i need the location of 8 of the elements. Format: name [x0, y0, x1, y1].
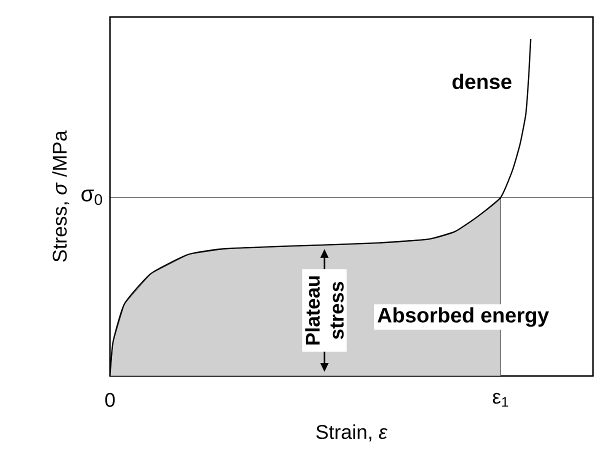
y-axis-title: Stress, σ /MPa [52, 130, 70, 262]
x-axis-title: Strain, ε [316, 424, 388, 442]
x-tick-label: 0 [105, 392, 115, 407]
annotation: Absorbed energy [378, 307, 549, 327]
annotation: dense [452, 74, 512, 90]
annotation: Plateau stress [305, 276, 344, 345]
ref-line-label: σ$_{0}$ [82, 190, 102, 206]
x-tick-label: ε$_{1}$ [492, 392, 508, 407]
